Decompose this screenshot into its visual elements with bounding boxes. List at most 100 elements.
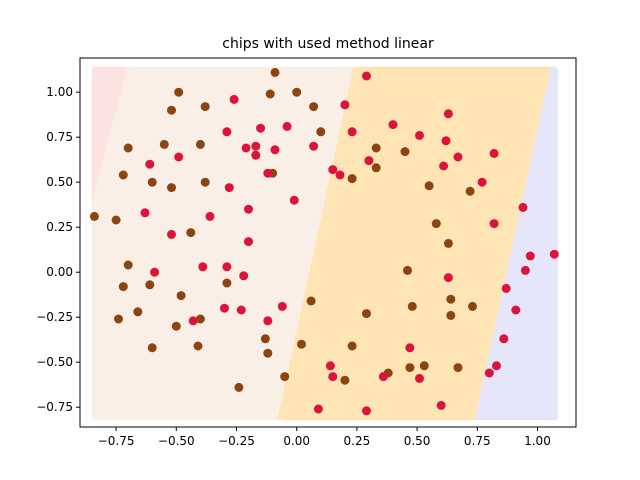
- data-point: [234, 382, 244, 392]
- data-point: [123, 143, 133, 153]
- data-point: [446, 294, 456, 304]
- data-point: [263, 316, 273, 326]
- data-point: [251, 150, 261, 160]
- y-tick-label: 1.00: [46, 85, 73, 99]
- data-point: [525, 251, 535, 261]
- data-point: [424, 181, 434, 191]
- data-point: [277, 301, 287, 311]
- data-point: [236, 305, 246, 315]
- data-point: [239, 271, 249, 281]
- y-tick-label: −0.50: [36, 355, 73, 369]
- data-point: [244, 204, 253, 214]
- data-point: [193, 341, 203, 351]
- x-tick-label: −0.75: [98, 434, 135, 448]
- data-point: [443, 273, 453, 283]
- region-4: [475, 66, 559, 421]
- data-point: [520, 265, 530, 275]
- data-point: [123, 260, 133, 270]
- data-point: [118, 282, 128, 292]
- data-point: [186, 228, 196, 238]
- y-tick-label: −0.75: [36, 400, 73, 414]
- data-point: [111, 215, 121, 225]
- data-point: [309, 141, 319, 151]
- data-point: [263, 348, 273, 358]
- data-point: [415, 373, 424, 383]
- data-point: [439, 161, 449, 171]
- data-point: [443, 238, 453, 248]
- data-point: [371, 143, 381, 153]
- data-point: [347, 127, 357, 137]
- plot-frame: [79, 57, 577, 428]
- region-2: [91, 66, 361, 421]
- data-point: [405, 363, 415, 373]
- data-point: [518, 202, 528, 212]
- data-point: [443, 109, 453, 119]
- data-point: [465, 186, 475, 196]
- data-point: [159, 139, 169, 149]
- data-point: [492, 361, 501, 371]
- data-point: [150, 267, 160, 277]
- data-point: [89, 211, 99, 221]
- data-point: [453, 152, 463, 162]
- data-point: [251, 141, 261, 151]
- data-point: [446, 310, 456, 320]
- data-point: [222, 278, 232, 288]
- data-point: [364, 156, 374, 166]
- data-point: [340, 375, 350, 385]
- data-point: [265, 89, 275, 99]
- data-point: [200, 177, 210, 187]
- data-point: [145, 159, 155, 169]
- data-point: [140, 208, 150, 218]
- data-point: [431, 219, 441, 229]
- data-point: [118, 170, 128, 180]
- data-point: [270, 67, 280, 77]
- data-point: [405, 343, 415, 353]
- x-tick-label: −0.50: [158, 434, 195, 448]
- data-point: [501, 283, 511, 293]
- data-point: [145, 280, 155, 290]
- data-point: [292, 87, 302, 97]
- data-point: [188, 316, 198, 326]
- decision-regions: [91, 66, 559, 421]
- data-point: [388, 120, 398, 130]
- data-point: [362, 71, 371, 81]
- data-point: [335, 170, 345, 180]
- y-tick-label: −0.25: [36, 310, 73, 324]
- data-point: [511, 305, 521, 315]
- data-point: [316, 127, 326, 137]
- data-point: [260, 334, 270, 344]
- data-point: [167, 183, 176, 193]
- data-point: [489, 219, 499, 229]
- data-point: [224, 183, 234, 193]
- data-point: [306, 296, 316, 306]
- data-point: [241, 143, 251, 153]
- x-tick-label: 0.25: [344, 434, 371, 448]
- y-axis: −0.75 −0.50 −0.25 0.00 0.25 0.50 0.75 1.00: [36, 85, 80, 414]
- data-point: [147, 343, 157, 353]
- data-point: [198, 262, 208, 272]
- data-point: [549, 249, 559, 259]
- data-point: [489, 148, 499, 158]
- data-point: [441, 136, 451, 146]
- data-point: [468, 301, 477, 311]
- data-point: [328, 372, 338, 382]
- data-point: [244, 237, 253, 247]
- data-point: [403, 265, 412, 275]
- x-tick-label: −0.25: [218, 434, 255, 448]
- data-point: [280, 372, 290, 382]
- data-point: [195, 139, 205, 149]
- data-point: [174, 152, 184, 162]
- x-axis: −0.75 −0.50 −0.25 0.00 0.25 0.50 0.75 1.00: [98, 427, 551, 448]
- x-tick-label: 1.00: [524, 434, 551, 448]
- data-point: [222, 127, 232, 137]
- chart-title: chips with used method linear: [222, 36, 434, 52]
- data-point: [297, 339, 306, 349]
- data-point: [229, 94, 239, 104]
- data-point: [289, 195, 299, 205]
- data-point: [167, 229, 176, 239]
- y-tick-label: 0.25: [46, 220, 73, 234]
- data-point: [347, 341, 357, 351]
- data-point: [167, 105, 176, 115]
- data-point: [174, 87, 184, 97]
